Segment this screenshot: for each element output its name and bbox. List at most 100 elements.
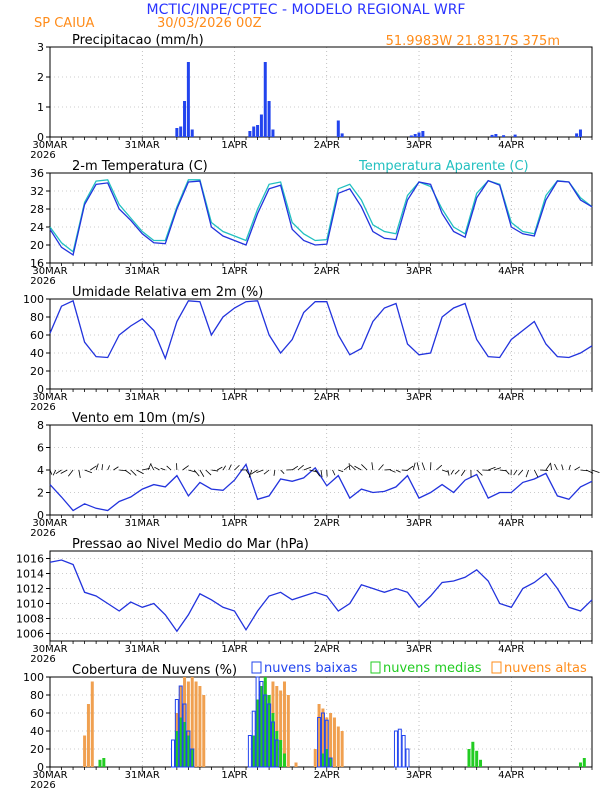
x-year-label: 2026 xyxy=(30,528,55,539)
cloud-bar-mid xyxy=(582,758,586,767)
y-tick-label: 36 xyxy=(30,167,44,180)
wind-arrow xyxy=(222,465,227,471)
x-tick-label: 4APR xyxy=(498,770,524,781)
wind-arrow xyxy=(84,469,93,474)
y-tick-label: 1016 xyxy=(16,553,44,566)
cloud-bar-low xyxy=(251,710,256,768)
precip-bar xyxy=(248,131,252,137)
cloud-bar-low xyxy=(320,712,325,768)
cloud-bar-low xyxy=(401,735,406,768)
wind-arrow xyxy=(554,463,558,471)
temp-apparent-label: Temperatura Aparente (C) xyxy=(358,159,529,174)
cloud-bar-mid xyxy=(252,735,256,767)
precip-bar xyxy=(502,135,506,137)
x-tick-label: 31MAR xyxy=(125,266,160,277)
wind-arrow xyxy=(273,469,276,476)
x-tick-label: 30MAR xyxy=(32,140,67,151)
y-tick-label: 100 xyxy=(23,293,44,306)
y-tick-label: 80 xyxy=(30,311,44,324)
x-tick-label: 4APR xyxy=(498,518,524,529)
precip-bar xyxy=(490,134,494,137)
header-run: 30/03/2026 00Z xyxy=(157,16,262,31)
precip-bar xyxy=(578,129,582,137)
wind-arrow xyxy=(303,466,312,471)
x-year-label: 2026 xyxy=(30,402,55,413)
precip-bar xyxy=(417,132,421,137)
cloud-bar-low xyxy=(328,757,333,768)
x-tick-label: 3APR xyxy=(406,644,432,655)
wind-arrow xyxy=(119,469,126,472)
wind-arrow xyxy=(447,469,450,476)
wind-arrow xyxy=(545,463,551,471)
cloud-bar-mid xyxy=(190,749,194,767)
wind-arrow xyxy=(488,466,496,471)
wind-arrow xyxy=(371,462,374,471)
wind-arrow xyxy=(332,469,336,476)
cloud-bar-mid xyxy=(282,753,286,767)
x-tick-label: 1APR xyxy=(221,266,247,277)
y-tick-label: 3 xyxy=(37,41,44,54)
cloud-bar-low xyxy=(397,728,402,768)
wind-arrow xyxy=(574,466,581,471)
cloud-bar-mid xyxy=(321,753,325,767)
temp-line-0 xyxy=(49,179,593,256)
wind-arrow xyxy=(390,469,396,473)
rh-line-0 xyxy=(49,299,593,361)
y-tick-label: 20 xyxy=(30,365,44,378)
y-tick-label: 40 xyxy=(30,347,44,360)
y-tick-label: 1012 xyxy=(16,583,44,596)
cloud-bar-low xyxy=(259,681,264,768)
wind-arrow xyxy=(188,469,197,473)
wind-arrow xyxy=(441,469,449,473)
precip-bar xyxy=(186,62,190,137)
cloud-bar-low xyxy=(171,739,176,768)
wind-arrow xyxy=(550,462,553,471)
panel-title: Vento em 10m (m/s) xyxy=(72,411,205,426)
y-tick-label: 1014 xyxy=(16,568,44,581)
cloud-bar-mid xyxy=(259,686,263,767)
cloud-bar-high xyxy=(294,762,298,767)
cloud-bar-high xyxy=(336,726,340,767)
cloud-bar-low xyxy=(174,699,179,768)
wind-arrow xyxy=(505,469,510,475)
cloud-bar-mid xyxy=(578,762,582,767)
wind-arrow xyxy=(580,469,588,472)
y-tick-label: 32 xyxy=(30,185,44,198)
x-tick-label: 1APR xyxy=(221,140,247,151)
wind-arrow xyxy=(499,469,507,472)
wind-arrow xyxy=(49,469,53,475)
wind-arrow xyxy=(205,469,212,476)
x-tick-label: 4APR xyxy=(498,140,524,151)
y-tick-label: 1 xyxy=(37,101,44,114)
cloud-bar-high xyxy=(282,681,286,767)
cloud-mid-legend-box xyxy=(370,661,381,674)
cloud-bar-mid xyxy=(256,699,260,767)
cloud-bar-mid xyxy=(475,750,479,767)
cloud-bar-low xyxy=(190,748,195,768)
cloud-bar-mid xyxy=(479,759,483,767)
wind-arrow xyxy=(280,469,285,474)
wind-arrow xyxy=(525,469,529,478)
y-tick-label: 0 xyxy=(37,761,44,774)
wind-line-0 xyxy=(49,463,593,512)
wind-arrow xyxy=(591,469,600,473)
cloud-bar-mid xyxy=(275,731,279,767)
cloud-bar-mid xyxy=(471,741,475,767)
cloud-bar-mid xyxy=(175,731,179,767)
x-tick-label: 3APR xyxy=(406,770,432,781)
cloud-bar-mid xyxy=(186,735,190,767)
x-tick-label: 30MAR xyxy=(32,266,67,277)
cloud-bar-mid xyxy=(329,758,333,767)
cloud-bar-low xyxy=(270,721,275,768)
panel-title: 2-m Temperatura (C) xyxy=(72,159,208,174)
cloud-bar-low xyxy=(267,703,272,768)
cloud-bar-high xyxy=(321,708,325,767)
x-tick-label: 1APR xyxy=(221,644,247,655)
panel-frame xyxy=(49,550,593,642)
precip-bar xyxy=(263,62,267,137)
wind-arrow xyxy=(361,464,368,471)
y-tick-label: 60 xyxy=(30,707,44,720)
wind-arrow xyxy=(436,464,443,471)
header-station: SP CAIUA xyxy=(34,16,95,31)
y-tick-label: 0 xyxy=(37,509,44,522)
